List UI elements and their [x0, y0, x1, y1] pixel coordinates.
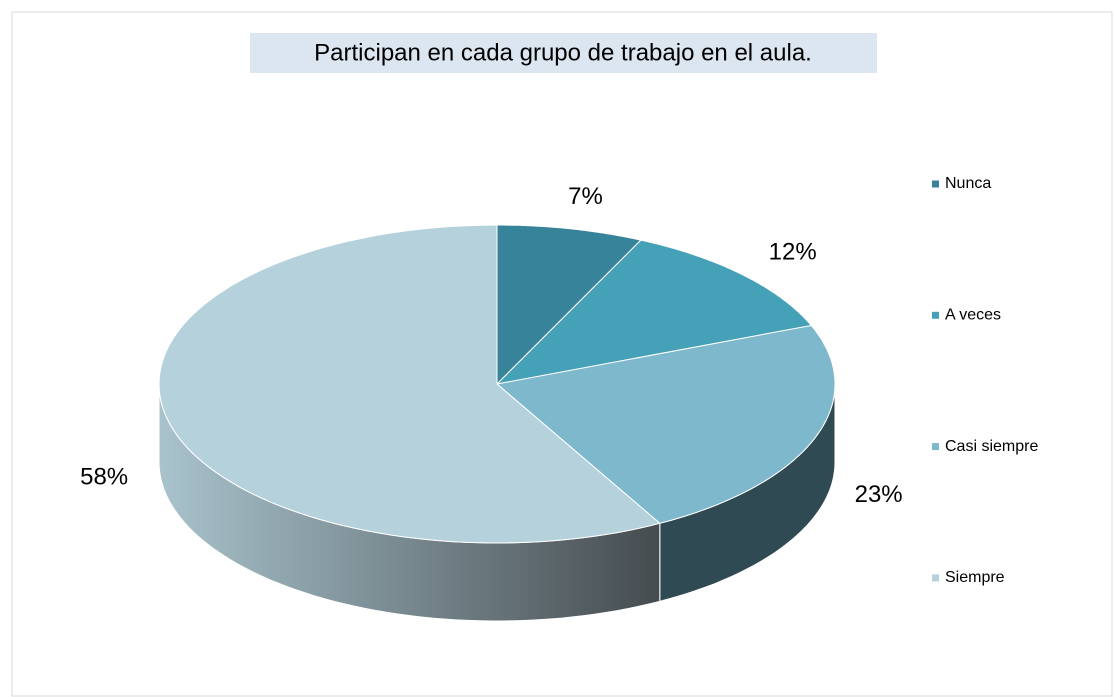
legend-swatch: [932, 443, 939, 451]
pie-slice: [495, 324, 836, 524]
data-label: 58%: [80, 464, 128, 491]
data-label: 7%: [568, 183, 603, 210]
chart-title: Participan en cada grupo de trabajo en e…: [314, 39, 812, 66]
data-label: 12%: [769, 239, 817, 266]
legend-swatch: [932, 180, 939, 188]
legend-label: Siempre: [945, 569, 1005, 586]
legend-label: Casi siempre: [945, 438, 1038, 455]
legend-label: Nunca: [945, 175, 991, 192]
legend-swatch: [932, 311, 939, 319]
pie-slice: [495, 239, 813, 385]
pie-slice: [158, 224, 661, 544]
data-label: 23%: [855, 481, 903, 508]
legend-swatch: [932, 574, 939, 582]
title-box: [250, 33, 877, 73]
legend-label: A veces: [945, 307, 1001, 324]
pie-slice: [496, 224, 642, 386]
